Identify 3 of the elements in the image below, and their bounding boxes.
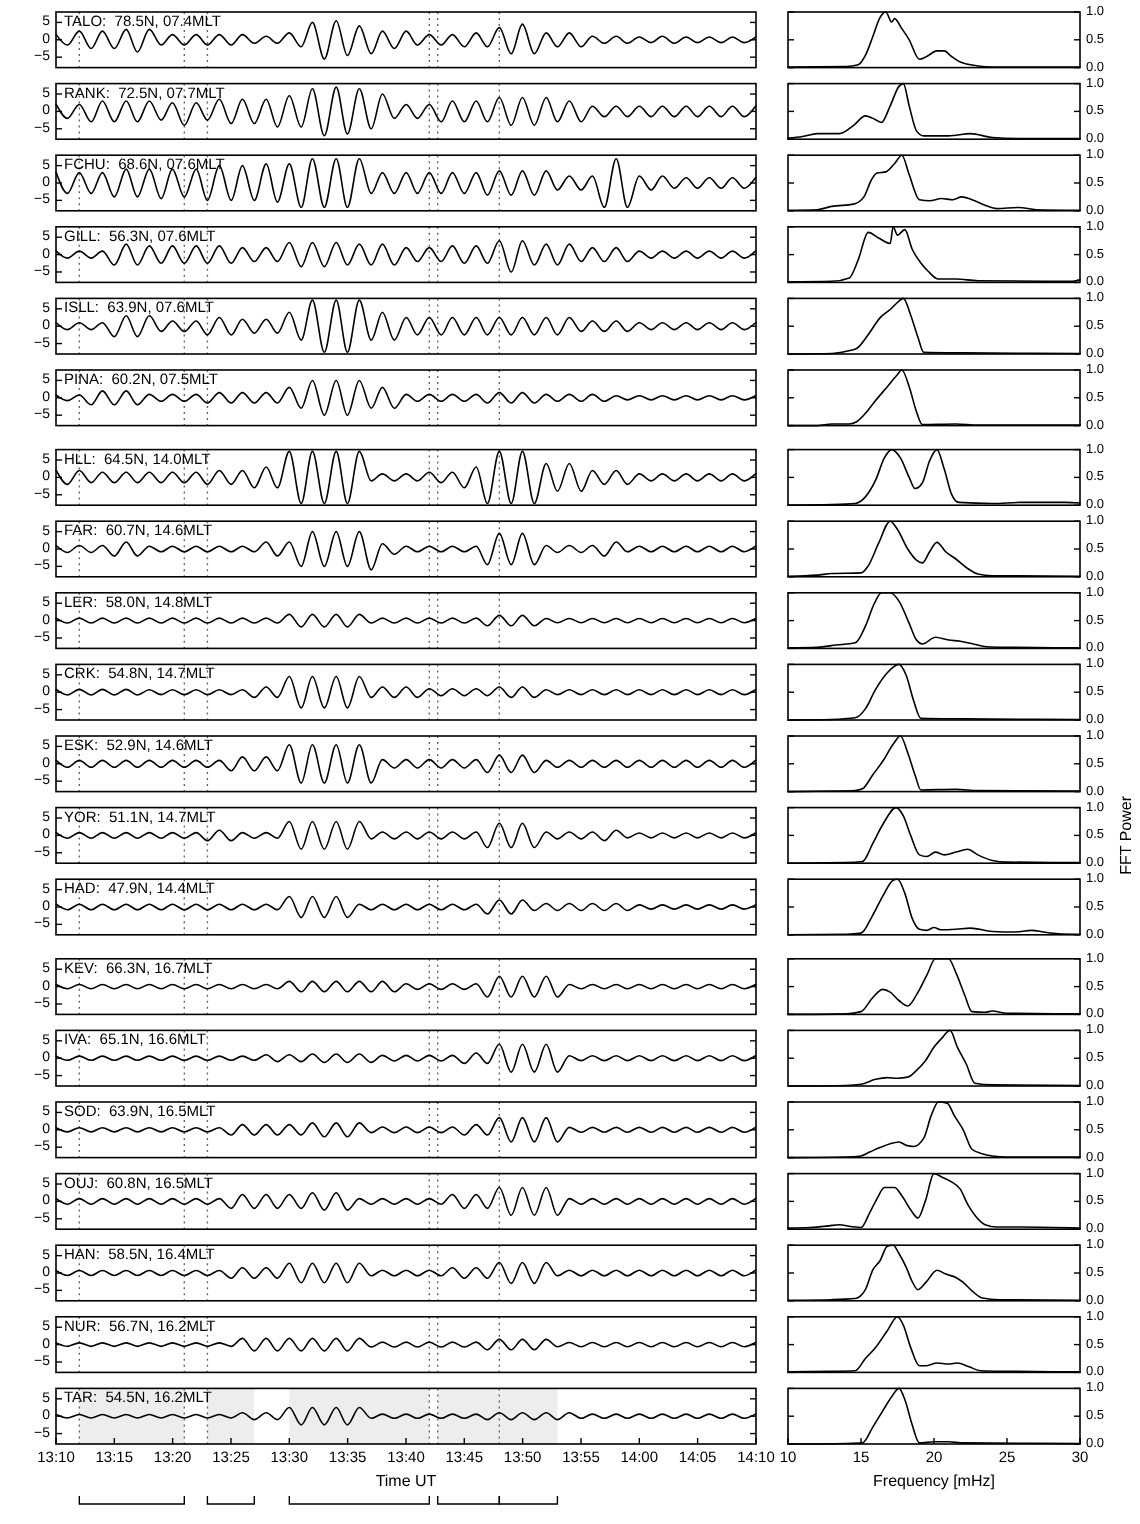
x-axis-title: Time UT: [375, 1472, 437, 1490]
y-axis-title: FFT Power: [1117, 795, 1135, 875]
x-axis-title: Frequency [mHz]: [873, 1472, 995, 1490]
